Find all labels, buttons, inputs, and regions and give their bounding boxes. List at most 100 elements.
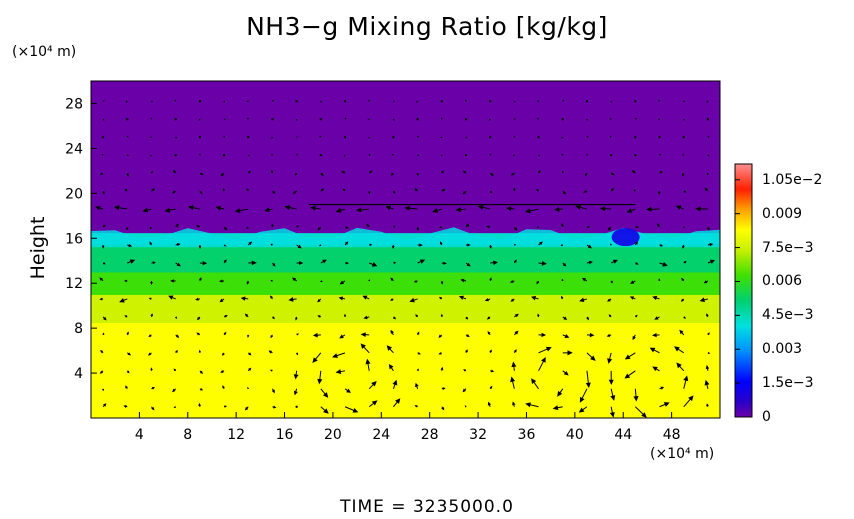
wind-vector-head <box>652 366 658 372</box>
wind-vector-head <box>295 352 299 356</box>
wind-vector-head <box>413 280 418 283</box>
wind-vectors <box>95 99 715 418</box>
wind-vector-head <box>264 207 270 213</box>
wind-vector-head <box>441 170 444 174</box>
wind-vector-head <box>513 227 518 231</box>
wind-vector-head <box>607 298 611 302</box>
wind-vector-head <box>99 370 104 374</box>
y-axis: 4 8 12 16 20 24 28 <box>65 96 97 382</box>
wind-vector-head <box>102 224 106 228</box>
wind-vector-head <box>607 358 613 364</box>
wind-vector-head <box>220 172 225 177</box>
field-layer-1 <box>91 294 720 324</box>
chart-title: NH3−g Mixing Ratio [kg/kg] <box>246 12 608 41</box>
wind-vector-head <box>197 316 201 321</box>
wind-vector-head <box>317 226 321 231</box>
wind-vector-head <box>269 369 273 372</box>
wind-vector-head <box>366 223 370 228</box>
wind-vector-head <box>271 223 274 227</box>
y-tick-label: 20 <box>65 186 83 202</box>
wind-vector-head <box>488 245 492 249</box>
wind-vector-head <box>310 205 316 211</box>
y-axis-unit: (×10⁴ m) <box>12 44 77 60</box>
wind-vector <box>537 135 540 139</box>
wind-vector-head <box>609 411 615 418</box>
wind-vector-head <box>513 187 516 191</box>
wind-vector-head <box>346 388 351 393</box>
wind-vector-head <box>706 227 710 231</box>
wind-vector-head <box>432 208 439 213</box>
wind-vector-head <box>579 297 585 303</box>
wind-vector-head <box>610 395 616 401</box>
wind-vector-head <box>683 261 687 264</box>
x-tick-label: 4 <box>135 427 144 443</box>
wind-vector-head <box>587 225 591 229</box>
wind-vector-head <box>119 297 125 303</box>
wind-vector-head <box>367 191 371 195</box>
wind-vector-head <box>172 169 176 174</box>
wind-vector-head <box>560 295 564 299</box>
wind-vector-head <box>390 172 394 176</box>
wind-vector-head <box>699 297 705 303</box>
wind-vector-head <box>284 205 291 211</box>
wind-vector-head <box>149 226 153 230</box>
wind-vector-head <box>126 331 129 335</box>
wind-vector-head <box>150 282 153 285</box>
wind-vector-head <box>371 261 378 267</box>
wind-vector-head <box>339 334 344 339</box>
colorbar-ticks <box>735 179 740 418</box>
wind-vector-head <box>148 297 152 300</box>
wind-vector-head <box>462 191 467 195</box>
wind-vector-head <box>660 386 665 390</box>
field-layer-2 <box>91 271 720 295</box>
wind-vector-head <box>590 355 596 361</box>
wind-vector-head <box>681 173 685 177</box>
wind-vector-head <box>365 358 371 365</box>
y-tick-label: 16 <box>65 231 83 247</box>
wind-vector <box>634 135 637 139</box>
wind-vector-head <box>465 349 468 353</box>
wind-vector-head <box>196 332 200 336</box>
wind-vector-head <box>198 402 202 407</box>
wind-vector-head <box>440 281 444 285</box>
wind-vector-head <box>414 405 418 408</box>
wind-vector-head <box>583 190 587 193</box>
x-tick-label: 44 <box>614 427 632 443</box>
wind-vector-head <box>484 298 489 302</box>
wind-vector-head <box>173 368 177 372</box>
wind-vector-head <box>490 172 494 176</box>
wind-vector-head <box>660 243 664 247</box>
wind-vector <box>222 153 226 157</box>
wind-vector-head <box>477 204 484 210</box>
wind-vector-head <box>312 332 318 338</box>
mixing-ratio-field <box>91 81 720 418</box>
wind-vector-head <box>663 402 670 407</box>
wind-vector-head <box>525 208 531 214</box>
wind-vector-head <box>149 241 153 245</box>
wind-vector-head <box>317 378 323 385</box>
wind-vector-head <box>557 390 563 397</box>
wind-vector-head <box>416 368 419 372</box>
wind-vector-head <box>128 243 133 248</box>
wind-vector <box>585 100 589 103</box>
colorbar-tick-label: 0.009 <box>762 205 803 222</box>
wind-vector-head <box>688 395 694 402</box>
wind-vector-head <box>443 261 447 265</box>
wind-vector <box>174 153 177 157</box>
x-tick-label: 48 <box>663 427 681 443</box>
wind-vector-head <box>656 223 661 227</box>
wind-vector-head <box>416 227 420 231</box>
wind-vector-head <box>102 191 105 195</box>
wind-vector-head <box>545 346 552 352</box>
wind-vector-head <box>338 296 344 301</box>
wind-vector-head <box>223 244 227 247</box>
wind-vector-head <box>486 316 491 320</box>
wind-vector-head <box>441 406 445 411</box>
wind-vector-head <box>164 207 171 213</box>
wind-vector <box>174 117 177 121</box>
wind-vector-head <box>270 243 273 246</box>
wind-vector-head <box>224 405 227 408</box>
wind-vector-head <box>467 243 471 247</box>
wind-vector-head <box>414 382 419 388</box>
wind-vector-head <box>386 345 393 351</box>
